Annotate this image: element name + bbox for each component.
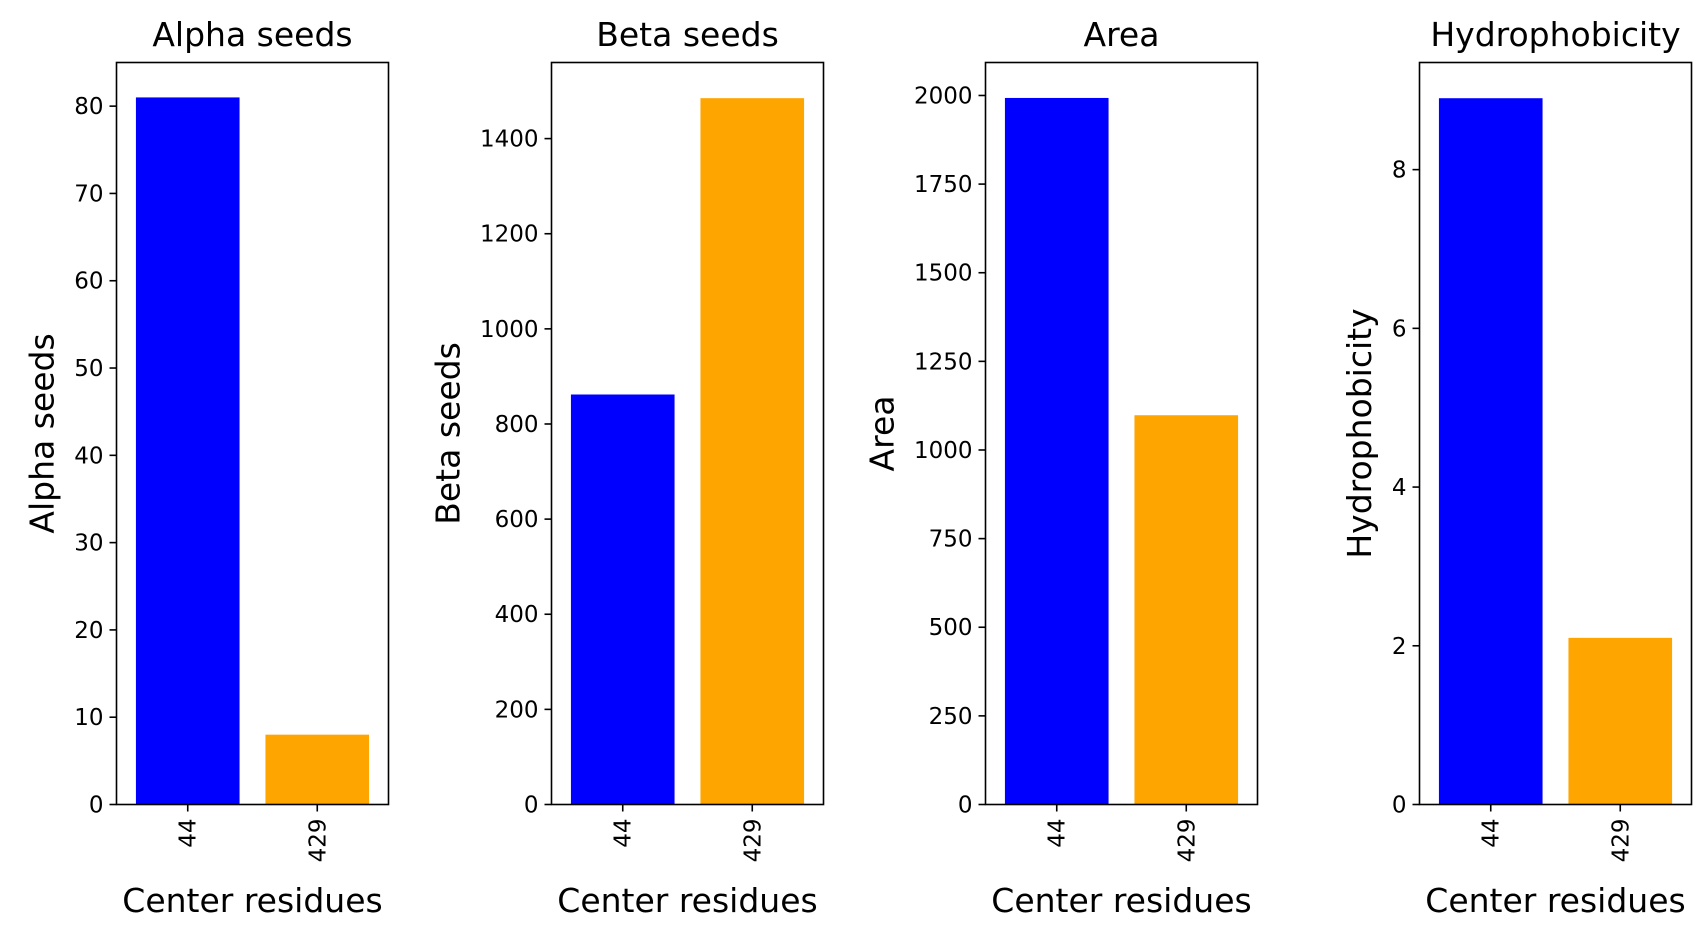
bar-44 bbox=[1438, 98, 1543, 805]
chart-title: Area bbox=[1084, 15, 1160, 54]
x-axis-label: Center residues bbox=[122, 881, 382, 920]
y-tick-label: 70 bbox=[74, 181, 103, 207]
x-axis-label: Center residues bbox=[991, 881, 1251, 920]
y-tick-label: 750 bbox=[929, 527, 973, 553]
bar-429 bbox=[700, 98, 805, 805]
y-axis-label: Area bbox=[863, 396, 902, 472]
y-tick-label: 1250 bbox=[914, 349, 973, 375]
y-tick-label: 1500 bbox=[914, 261, 973, 287]
x-axis-label: Center residues bbox=[1425, 881, 1685, 920]
x-tick-label: 44 bbox=[176, 819, 202, 848]
x-tick-label: 44 bbox=[1045, 819, 1071, 848]
bar-44 bbox=[1004, 97, 1109, 805]
y-tick-label: 8 bbox=[1392, 158, 1407, 184]
y-tick-label: 0 bbox=[524, 793, 539, 819]
y-tick-label: 0 bbox=[1392, 793, 1407, 819]
y-tick-label: 200 bbox=[495, 697, 539, 723]
x-axis-label: Center residues bbox=[557, 881, 817, 920]
y-axis-label: Beta seeds bbox=[429, 342, 468, 525]
chart-panel-4: 0 2 4 6 8 44 429 Hydrophobicity Center residues H… bbox=[1340, 15, 1693, 920]
bar-429 bbox=[1568, 637, 1673, 805]
y-tick-label: 0 bbox=[958, 793, 973, 819]
chart-title: Hydrophobicity bbox=[1430, 15, 1680, 54]
x-tick-label: 44 bbox=[1479, 819, 1505, 848]
x-tick-label: 429 bbox=[305, 819, 331, 863]
chart-panel-2: 0 200 400 600 800 1000 1200 1400 44 429 Beta seeds… bbox=[429, 15, 825, 920]
y-tick-label: 10 bbox=[74, 705, 103, 731]
y-tick-label: 1400 bbox=[480, 127, 539, 153]
x-tick-label: 429 bbox=[1174, 819, 1200, 863]
axes-frame bbox=[550, 61, 825, 806]
y-axis-label: Alpha seeds bbox=[23, 333, 62, 533]
bar-429 bbox=[1134, 415, 1239, 805]
y-tick-label: 2000 bbox=[914, 83, 973, 109]
y-tick-label: 1000 bbox=[480, 317, 539, 343]
y-tick-label: 1750 bbox=[914, 172, 973, 198]
y-tick-label: 400 bbox=[495, 602, 539, 628]
chart-panel-3: 0 250 500 750 1000 1250 1500 1750 2000 44 429 Area C… bbox=[863, 15, 1259, 920]
y-tick-label: 2 bbox=[1392, 634, 1407, 660]
chart-panel-1: 0 10 20 30 40 50 60 70 80 44 429 Alpha seeds Center … bbox=[23, 15, 390, 920]
y-tick-label: 40 bbox=[74, 443, 103, 469]
x-tick-label: 44 bbox=[611, 819, 637, 848]
bar-44 bbox=[135, 97, 240, 805]
axes-frame bbox=[984, 61, 1259, 806]
bar-429 bbox=[265, 734, 370, 805]
y-tick-label: 1200 bbox=[480, 222, 539, 248]
y-tick-label: 0 bbox=[89, 793, 104, 819]
chart-title: Alpha seeds bbox=[152, 15, 352, 54]
y-tick-label: 6 bbox=[1392, 316, 1407, 342]
y-tick-label: 30 bbox=[74, 531, 103, 557]
y-axis-label: Hydrophobicity bbox=[1340, 308, 1379, 558]
y-tick-label: 4 bbox=[1392, 475, 1407, 501]
axes-frame bbox=[1418, 61, 1693, 806]
y-tick-label: 20 bbox=[74, 618, 103, 644]
y-tick-label: 60 bbox=[74, 269, 103, 295]
y-tick-label: 250 bbox=[929, 704, 973, 730]
y-tick-label: 800 bbox=[495, 412, 539, 438]
chart-title: Beta seeds bbox=[596, 15, 779, 54]
y-tick-label: 1000 bbox=[914, 438, 973, 464]
y-tick-label: 500 bbox=[929, 615, 973, 641]
x-tick-label: 429 bbox=[740, 819, 766, 863]
x-tick-label: 429 bbox=[1608, 819, 1634, 863]
y-tick-label: 80 bbox=[74, 94, 103, 120]
y-tick-label: 600 bbox=[495, 507, 539, 533]
y-tick-label: 50 bbox=[74, 356, 103, 382]
axes-frame bbox=[115, 61, 390, 806]
bar-44 bbox=[570, 394, 675, 805]
